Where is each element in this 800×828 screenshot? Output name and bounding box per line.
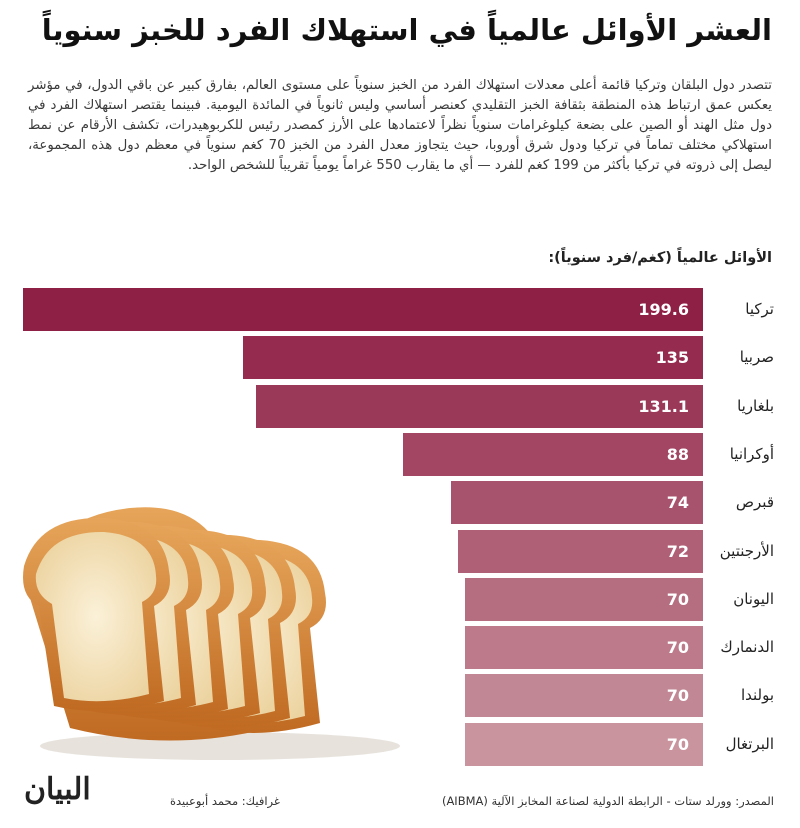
bar <box>243 336 703 380</box>
bar <box>451 481 703 525</box>
bar-value-label: 70 <box>666 638 689 658</box>
bar <box>465 674 703 718</box>
bar-value-label: 199.6 <box>638 300 689 319</box>
bar-value-label: 74 <box>666 493 689 513</box>
category-label: البرتغال <box>725 734 774 753</box>
category-label: الأرجنتين <box>719 541 774 560</box>
bar-value-label: 88 <box>666 444 689 464</box>
bar-value-label: 70 <box>666 589 689 609</box>
bar-value-label: 72 <box>666 541 689 561</box>
category-label: تركيا <box>745 300 774 318</box>
bar <box>256 384 703 428</box>
category-label: أوكرانيا <box>729 444 774 463</box>
chart-subtitle: الأوائل عالمياً (كغم/فرد سنوياً): <box>548 250 772 266</box>
category-label: قبرص <box>735 493 774 512</box>
bar-value-label: 135 <box>655 348 689 368</box>
intro-paragraph: تتصدر دول البلقان وتركيا قائمة أعلى معدل… <box>28 78 772 173</box>
category-label: بولندا <box>740 686 774 705</box>
bar-value-label: 70 <box>666 686 689 706</box>
bar <box>403 432 703 476</box>
category-label: الدنمارك <box>720 638 774 657</box>
category-label: اليونان <box>733 589 774 608</box>
bar-value-label: 70 <box>666 734 689 754</box>
category-label: صربيا <box>739 348 774 367</box>
category-label: بلغاريا <box>737 396 774 415</box>
graphic-credit: غرافيك: محمد أبوعبيدة <box>170 794 280 808</box>
bar <box>465 722 703 766</box>
bar-value-label: 131.1 <box>638 396 689 416</box>
source-note: المصدر: وورلد ستات - الرابطة الدولية لصن… <box>441 794 774 808</box>
bar <box>458 529 703 573</box>
bar <box>465 626 703 670</box>
page-title: العشر الأوائل عالمياً في استهلاك الفرد ل… <box>41 13 772 47</box>
publisher-logo: البيان <box>24 772 91 807</box>
bread-loaf-illustration <box>23 507 400 760</box>
bar <box>465 577 703 621</box>
bar <box>23 288 703 331</box>
